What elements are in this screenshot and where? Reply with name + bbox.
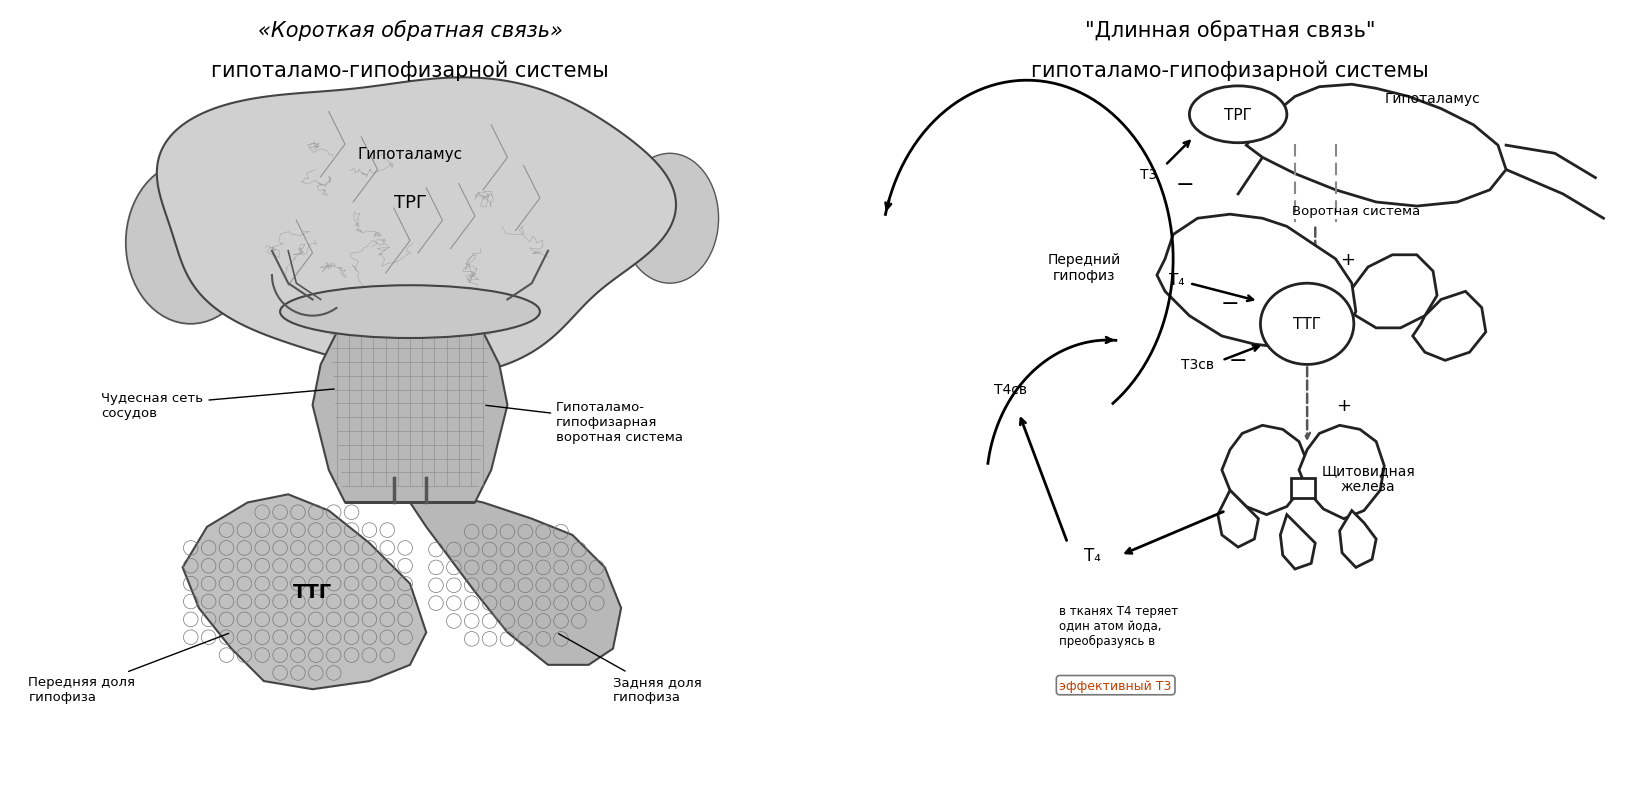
Polygon shape	[1298, 426, 1383, 519]
Ellipse shape	[1188, 87, 1287, 144]
Text: Т3: Т3	[1139, 167, 1157, 182]
Text: Гипоталамус: Гипоталамус	[357, 147, 462, 161]
Polygon shape	[1221, 426, 1306, 515]
Text: Передняя доля
гипофиза: Передняя доля гипофиза	[28, 633, 228, 703]
Text: ТТГ: ТТГ	[293, 582, 333, 602]
Text: T₄: T₄	[1083, 547, 1100, 564]
Polygon shape	[1218, 491, 1257, 547]
Text: T₄: T₄	[1169, 272, 1185, 287]
Text: Т3св: Т3св	[1180, 358, 1213, 372]
Text: +: +	[1339, 251, 1354, 268]
Polygon shape	[1411, 292, 1485, 361]
Polygon shape	[157, 78, 675, 375]
Polygon shape	[1155, 215, 1355, 349]
Text: −: −	[1219, 294, 1239, 314]
Text: Задняя доля
гипофиза: Задняя доля гипофиза	[559, 634, 701, 703]
Ellipse shape	[1260, 284, 1354, 365]
Text: гипоталамо-гипофизарной системы: гипоталамо-гипофизарной системы	[211, 61, 608, 81]
Text: Гипоталамо-
гипофизарная
воротная система: Гипоталамо- гипофизарная воротная систем…	[485, 401, 683, 443]
Polygon shape	[1280, 515, 1314, 569]
Text: эффективный Т3: эффективный Т3	[1059, 679, 1172, 692]
Text: «Короткая обратная связь»: «Короткая обратная связь»	[257, 20, 562, 41]
Text: гипоталамо-гипофизарной системы: гипоталамо-гипофизарной системы	[1031, 61, 1428, 81]
Text: ТРГ: ТРГ	[393, 194, 426, 212]
Ellipse shape	[280, 285, 539, 339]
Text: в тканях Т4 теряет
один атом йода,
преобразуясь в: в тканях Т4 теряет один атом йода, преоб…	[1059, 604, 1178, 647]
Text: ТТГ: ТТГ	[1293, 317, 1321, 332]
Text: ТРГ: ТРГ	[1223, 108, 1251, 122]
Text: "Длинная обратная связь": "Длинная обратная связь"	[1083, 20, 1375, 41]
Polygon shape	[1290, 478, 1314, 499]
Text: +: +	[1336, 397, 1351, 414]
Text: Т4св: Т4св	[993, 382, 1026, 397]
Text: Передний
гипофиз: Передний гипофиз	[1047, 252, 1119, 283]
Polygon shape	[1246, 85, 1505, 207]
Text: Воротная система: Воротная система	[1292, 204, 1419, 217]
Text: Щитовидная
железа: Щитовидная железа	[1321, 463, 1414, 494]
Polygon shape	[410, 495, 621, 665]
Text: Гипоталамус: Гипоталамус	[1385, 92, 1480, 106]
Text: −: −	[1175, 175, 1193, 195]
Text: Чудесная сеть
сосудов: Чудесная сеть сосудов	[102, 389, 334, 419]
Text: −: −	[1228, 351, 1247, 371]
Ellipse shape	[126, 162, 256, 324]
Polygon shape	[1342, 255, 1436, 328]
Polygon shape	[1339, 511, 1375, 568]
Polygon shape	[182, 495, 426, 689]
Polygon shape	[313, 316, 506, 503]
Ellipse shape	[621, 154, 718, 284]
